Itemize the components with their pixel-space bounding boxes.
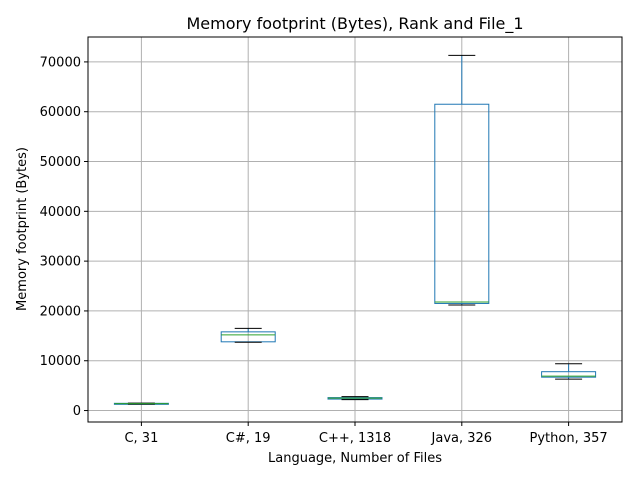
iqr-box (434, 103, 490, 304)
x-tick-label: Java, 326 (431, 431, 493, 446)
y-tick-label: 30000 (40, 255, 81, 270)
iqr-box (541, 371, 597, 378)
box-5 (541, 363, 597, 380)
chart-title: Memory footprint (Bytes), Rank and File_… (186, 14, 523, 34)
y-tick-label: 70000 (40, 55, 81, 70)
x-axis-title: Language, Number of Files (268, 451, 442, 466)
y-axis-title: Memory footprint (Bytes) (15, 147, 30, 311)
box-2 (220, 327, 276, 343)
x-tick-label: C#, 19 (226, 431, 271, 446)
box-3 (327, 396, 383, 401)
box-series (113, 54, 597, 405)
axis-ticks: 0 10000 20000 30000 40000 50000 60000 70000 C, 3… (40, 55, 608, 446)
y-tick-label: 10000 (40, 354, 81, 369)
x-tick-label: C++, 1318 (319, 431, 391, 446)
box-1 (113, 402, 169, 405)
y-tick-label: 40000 (40, 205, 81, 220)
box-4 (434, 54, 490, 306)
x-tick-label: Python, 357 (530, 431, 608, 446)
y-tick-label: 50000 (40, 155, 81, 170)
y-tick-label: 0 (73, 404, 81, 419)
y-tick-label: 60000 (40, 105, 81, 120)
y-tick-label: 20000 (40, 304, 81, 319)
x-tick-label: C, 31 (124, 431, 158, 446)
